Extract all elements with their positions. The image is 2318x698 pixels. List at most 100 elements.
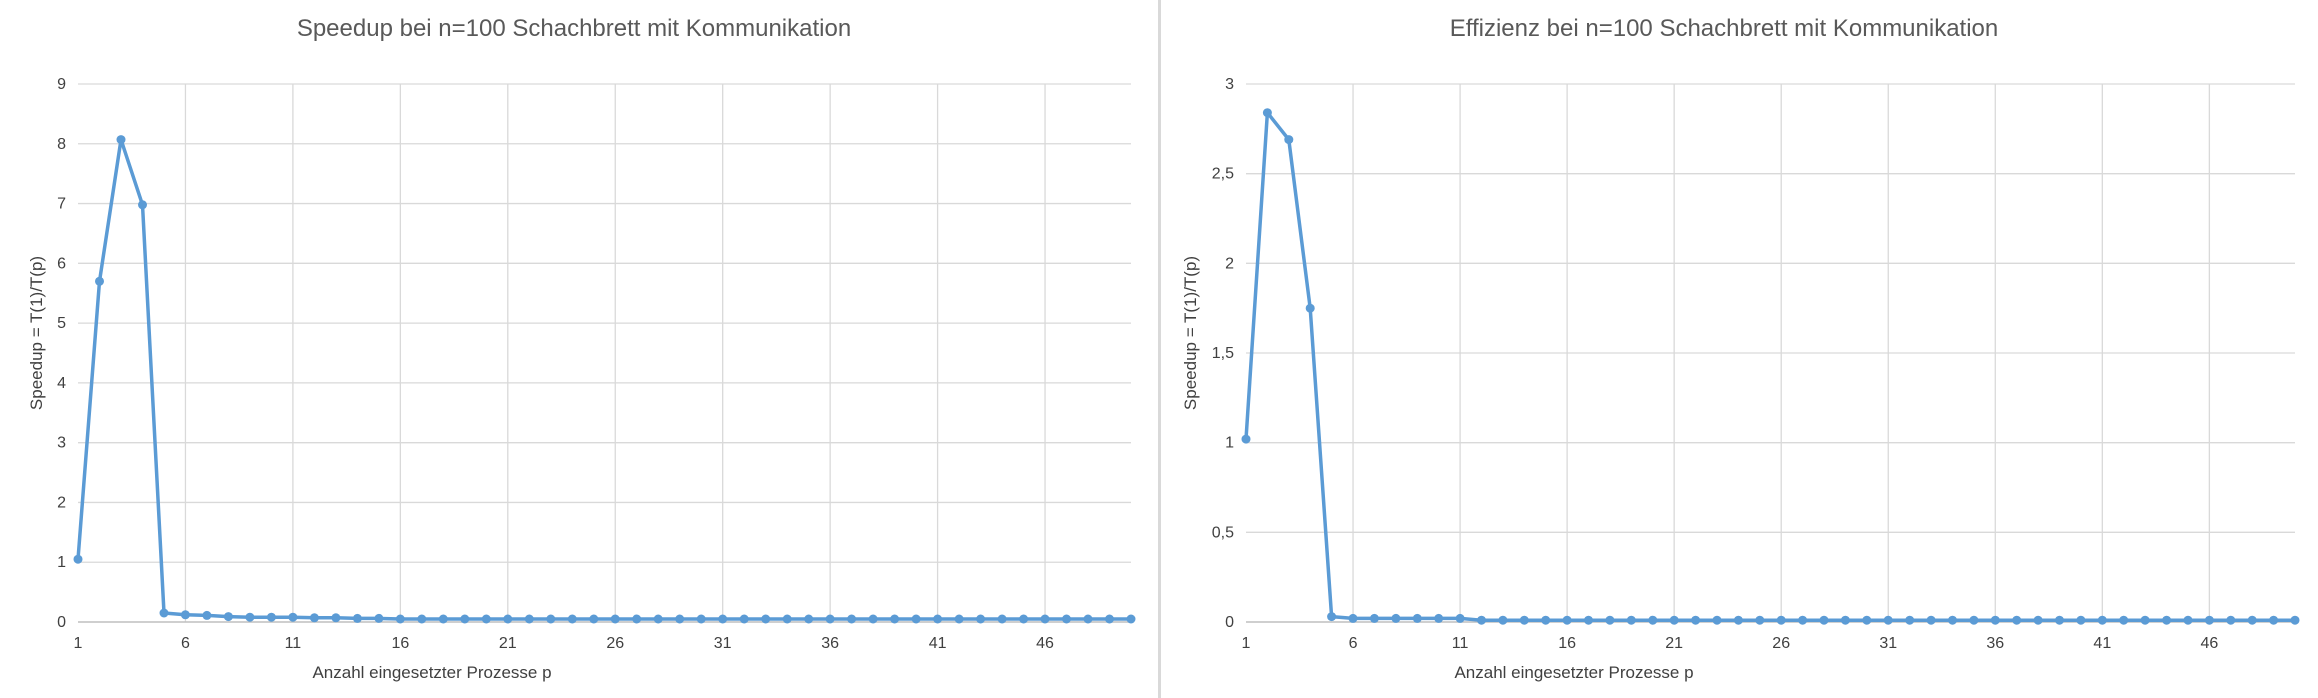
- data-point: [696, 614, 706, 624]
- data-point: [2140, 615, 2150, 625]
- data-point: [589, 614, 599, 624]
- data-point: [1105, 614, 1114, 624]
- y-tick-label: 7: [57, 196, 66, 213]
- efficiency-chart-panel: Effizienz bei n=100 Schachbrett mit Komm…: [1161, 0, 2318, 698]
- x-tick-label: 16: [391, 635, 409, 652]
- y-tick-label: 1,5: [1212, 345, 1234, 362]
- data-point: [1305, 303, 1315, 313]
- data-point: [911, 614, 921, 624]
- y-axis-title: Speedup = T(1)/T(p): [27, 256, 46, 410]
- x-tick-label: 46: [2200, 635, 2218, 652]
- data-point: [868, 614, 878, 624]
- data-point: [761, 614, 771, 624]
- data-point: [1605, 615, 1615, 625]
- data-point: [675, 614, 685, 624]
- data-point: [653, 614, 663, 624]
- data-point: [1477, 615, 1486, 625]
- x-tick-label: 36: [821, 635, 839, 652]
- x-tick-label: 41: [2093, 635, 2111, 652]
- data-point: [890, 614, 900, 624]
- data-point: [1691, 615, 1701, 625]
- data-point: [245, 612, 255, 622]
- y-tick-label: 0: [1225, 614, 1234, 631]
- data-point: [1626, 615, 1636, 625]
- y-tick-label: 6: [57, 255, 66, 272]
- y-tick-label: 2: [1225, 255, 1234, 272]
- data-point: [2183, 615, 2193, 625]
- data-point: [1040, 614, 1050, 624]
- x-tick-label: 31: [714, 635, 732, 652]
- x-tick-label: 26: [606, 635, 624, 652]
- data-point: [1327, 612, 1337, 622]
- data-point: [2097, 615, 2107, 625]
- data-point: [976, 614, 986, 624]
- y-tick-label: 8: [57, 136, 66, 153]
- data-point: [546, 614, 556, 624]
- data-point: [1126, 614, 1136, 624]
- y-tick-label: 3: [57, 435, 66, 452]
- series-line: [1244, 110, 2295, 622]
- data-point: [782, 614, 792, 624]
- data-point: [739, 614, 749, 624]
- data-point: [1562, 615, 1572, 625]
- data-point: [1990, 615, 2000, 625]
- data-point: [1348, 613, 1358, 623]
- data-point: [1733, 615, 1743, 625]
- data-point: [2162, 615, 2172, 625]
- x-tick-label: 6: [181, 635, 190, 652]
- data-point: [1434, 613, 1444, 623]
- y-tick-label: 1: [1225, 435, 1234, 452]
- chart-title: Speedup bei n=100 Schachbrett mit Kommun…: [297, 15, 851, 42]
- x-axis-title: Anzahl eingesetzter Prozesse p: [312, 663, 551, 682]
- data-point: [1391, 613, 1401, 623]
- data-point: [1926, 615, 1936, 625]
- data-point: [481, 614, 491, 624]
- data-point: [1669, 615, 1679, 625]
- data-point: [1369, 613, 1379, 623]
- data-point: [1883, 615, 1893, 625]
- x-tick-label: 1: [74, 635, 83, 652]
- data-point: [331, 613, 341, 623]
- data-point: [610, 614, 620, 624]
- data-point: [2290, 615, 2300, 625]
- y-tick-label: 0,5: [1212, 524, 1234, 541]
- y-tick-label: 9: [57, 76, 66, 93]
- data-point: [2055, 615, 2064, 625]
- x-tick-label: 26: [1772, 635, 1790, 652]
- data-point: [567, 614, 577, 624]
- data-point: [524, 614, 534, 624]
- data-point: [997, 614, 1007, 624]
- data-point: [718, 614, 728, 624]
- data-point: [266, 612, 276, 622]
- data-point: [309, 613, 319, 623]
- x-tick-label: 41: [929, 635, 947, 652]
- x-tick-label: 46: [1036, 635, 1054, 652]
- data-point: [138, 200, 147, 210]
- data-point: [1862, 615, 1872, 625]
- x-tick-label: 11: [285, 635, 302, 652]
- data-point: [503, 614, 513, 624]
- data-point: [223, 612, 233, 622]
- data-point: [632, 614, 642, 624]
- data-point: [954, 614, 964, 624]
- data-point: [395, 614, 405, 624]
- y-tick-label: 2: [57, 494, 66, 511]
- data-point: [159, 608, 169, 618]
- data-point: [2033, 615, 2043, 625]
- y-tick-label: 0: [57, 614, 66, 631]
- data-point: [1083, 614, 1093, 624]
- data-point: [95, 276, 104, 286]
- panel-divider: [1158, 0, 1161, 698]
- speedup-chart: Speedup bei n=100 Schachbrett mit Kommun…: [27, 15, 1136, 682]
- data-point: [202, 610, 212, 620]
- data-point: [180, 610, 190, 620]
- y-tick-label: 2,5: [1212, 166, 1234, 183]
- x-tick-label: 21: [1665, 635, 1683, 652]
- y-axis-title: Speedup = T(1)/T(p): [1181, 256, 1200, 410]
- x-tick-label: 31: [1879, 635, 1897, 652]
- data-point: [1819, 615, 1829, 625]
- data-point: [1284, 135, 1294, 145]
- data-point: [1776, 615, 1786, 625]
- data-point: [1969, 615, 1979, 625]
- data-point: [1062, 614, 1071, 624]
